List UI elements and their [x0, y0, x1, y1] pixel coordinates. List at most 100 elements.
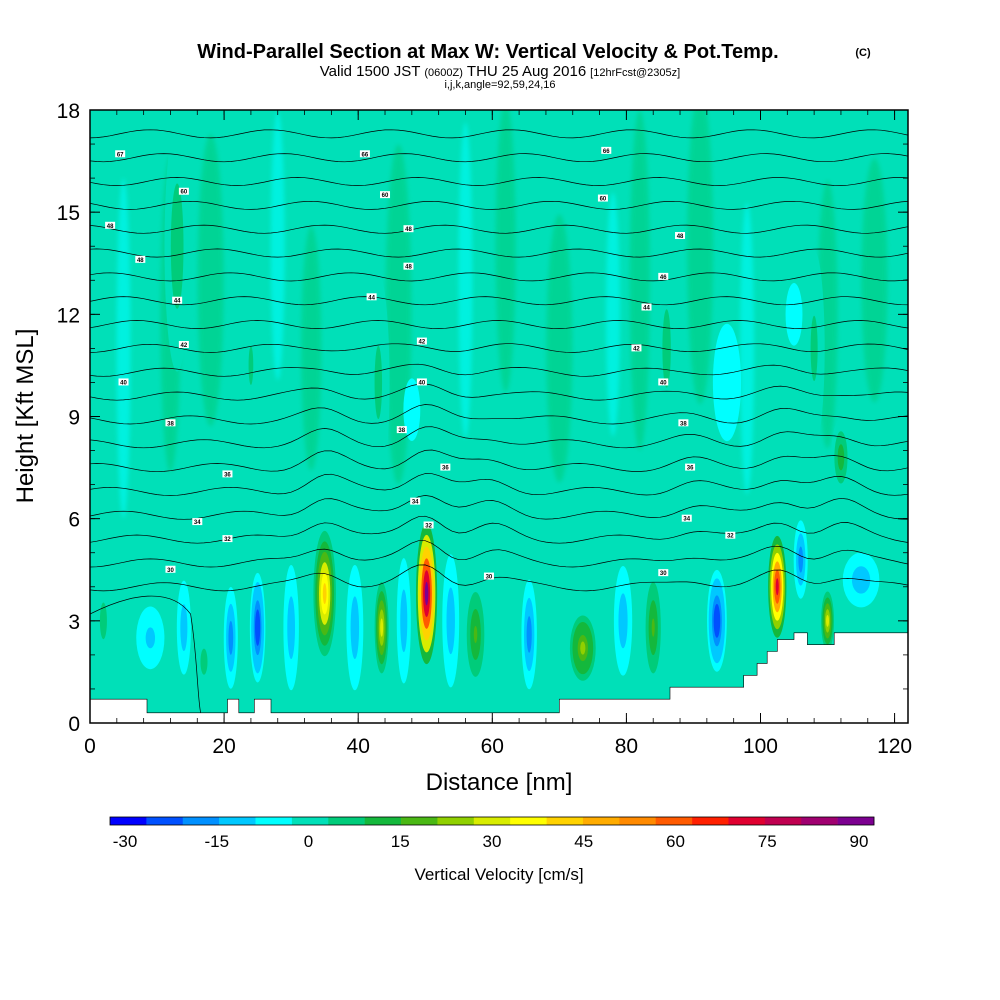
- theta-contour-line: [90, 200, 908, 210]
- contour-label-box: [601, 146, 612, 154]
- valid-date: THU 25 Aug 2016: [467, 63, 586, 80]
- colorbar-swatch: [582, 817, 620, 825]
- contour-label-box: [172, 296, 183, 304]
- colorbar-tick-label: 0: [304, 832, 313, 851]
- contour-label-box: [631, 344, 642, 352]
- colorbar-tick-label: 75: [758, 832, 777, 851]
- valid-zulu: (0600Z): [424, 67, 463, 79]
- colorbar-swatch: [437, 817, 475, 825]
- valid-prefix: Valid 1500 JST: [320, 63, 421, 80]
- contour-label: 48: [107, 224, 114, 230]
- theta-contour-line: [90, 426, 908, 449]
- theta-contour-line: [90, 248, 908, 258]
- contour-label-box: [118, 378, 129, 386]
- velocity-cell: [839, 450, 843, 464]
- contour-label-box: [658, 569, 669, 577]
- theta-contour-line: [90, 177, 908, 186]
- contour-label: 48: [405, 227, 412, 233]
- colorbar-swatch: [728, 817, 766, 825]
- velocity-cell: [651, 618, 655, 637]
- y-tick-label: 6: [68, 509, 80, 532]
- y-tick-label: 3: [68, 611, 80, 634]
- colorbar-swatch: [764, 817, 802, 825]
- colorbar-swatch: [692, 817, 729, 825]
- colorbar-frame: [109, 816, 875, 826]
- contour-label: 66: [362, 152, 369, 158]
- velocity-cell: [402, 610, 406, 632]
- velocity-cell: [580, 641, 586, 655]
- contour-label: 44: [368, 295, 375, 301]
- colorbar-swatch: [328, 817, 365, 825]
- terrain: [90, 632, 908, 723]
- colorbar-swatch: [146, 817, 184, 825]
- contour-label-box: [366, 293, 377, 301]
- texture-streak: [687, 110, 714, 405]
- theta-contours: [90, 129, 908, 713]
- contour-label-box: [410, 497, 421, 505]
- contour-label: 42: [419, 340, 426, 346]
- theta-contour-line: [90, 296, 908, 306]
- velocity-cell: [353, 617, 357, 639]
- contour-label-box: [396, 426, 407, 434]
- colorbar-tick-label: 90: [850, 832, 869, 851]
- texture-streak: [861, 158, 888, 403]
- x-tick-label: 60: [481, 735, 504, 758]
- x-tick-label: 20: [212, 735, 235, 758]
- theta-contour-line: [90, 363, 908, 377]
- contour-label: 48: [405, 265, 412, 271]
- colorbar-swatch: [655, 817, 693, 825]
- colorbar-swatch: [510, 817, 547, 825]
- colorbar-swatch: [401, 817, 438, 825]
- velocity-cell: [812, 332, 816, 365]
- contour-label-box: [685, 463, 696, 471]
- y-tick-label: 0: [68, 713, 80, 736]
- colorbar-tick-label: 30: [483, 832, 502, 851]
- texture-streak: [740, 202, 755, 495]
- velocity-cell: [724, 372, 730, 393]
- contour-label-box: [192, 518, 203, 526]
- velocity-cell: [101, 611, 106, 630]
- velocity-cell: [621, 611, 625, 630]
- y-tick-label: 12: [57, 304, 80, 327]
- contour-label: 60: [382, 193, 389, 199]
- contour-label-box: [403, 262, 414, 270]
- velocity-cell: [792, 309, 796, 320]
- contour-label-box: [135, 255, 146, 263]
- plot-area: 67 66 66 60 60 60 48 48 48 48 48 46 44 44 44 42 42 42 40 40…: [90, 110, 908, 723]
- colorbar-swatch: [110, 817, 147, 825]
- theta-contour-line: [90, 473, 908, 496]
- theta-contour-line: [90, 564, 908, 592]
- contour-label-box: [403, 225, 414, 233]
- y-tick-label: 15: [57, 202, 80, 225]
- contour-label-box: [440, 463, 451, 471]
- colorbar-tick-label: 15: [391, 832, 410, 851]
- texture-streak: [458, 122, 473, 439]
- y-axis-label: Height [Kft MSL]: [12, 329, 39, 504]
- contour-label-box: [178, 187, 189, 195]
- contour-label: 32: [425, 523, 432, 529]
- contour-label: 46: [660, 275, 667, 281]
- velocity-cell: [775, 578, 779, 596]
- contour-label: 30: [660, 571, 667, 577]
- velocity-cell: [376, 364, 381, 401]
- velocity-cell: [715, 612, 719, 630]
- contour-label: 48: [677, 234, 684, 240]
- theta-contour-line: [90, 320, 908, 329]
- contour-label: 36: [442, 466, 449, 472]
- x-tick-label: 120: [877, 735, 912, 758]
- chart-title: Wind-Parallel Section at Max W: Vertical…: [197, 41, 778, 63]
- velocity-cell: [147, 632, 153, 644]
- texture-streak: [270, 112, 285, 381]
- contour-label: 32: [727, 534, 734, 540]
- contour-label: 44: [174, 299, 181, 305]
- theta-contour-line: [90, 495, 908, 520]
- velocity-cell: [229, 629, 233, 647]
- texture-streak: [197, 134, 224, 427]
- theta-contour-line: [90, 224, 908, 234]
- contour-label-box: [681, 514, 692, 522]
- velocity-cell: [449, 609, 453, 632]
- theta-contour-line: [90, 595, 201, 713]
- contour-label-box: [165, 565, 176, 573]
- contour-label-box: [483, 572, 494, 580]
